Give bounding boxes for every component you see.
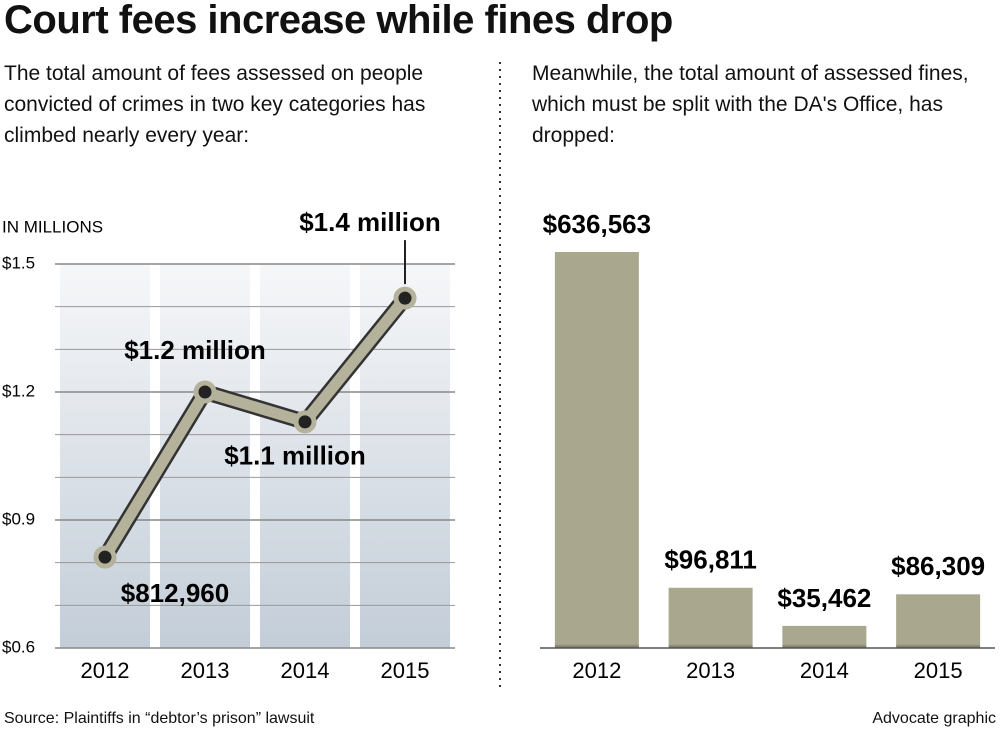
point — [193, 380, 217, 404]
x-tick-label: 2013 — [181, 658, 230, 683]
line — [100, 294, 410, 560]
x-tick-label: 2012 — [572, 658, 621, 683]
column-shade — [60, 264, 150, 648]
y-axis-label: IN MILLIONS — [2, 217, 103, 236]
x-tick-label: 2012 — [81, 658, 130, 683]
value-label: $86,309 — [891, 551, 985, 581]
bar — [554, 252, 639, 648]
bar-shade — [554, 608, 639, 648]
bar-shade — [782, 608, 867, 648]
column-shade — [260, 264, 350, 648]
x-tick-label: 2015 — [381, 658, 430, 683]
credit: Advocate graphic — [872, 710, 996, 727]
value-label: $812,960 — [121, 578, 229, 608]
source: Source: Plaintiffs in “debtor’s prison” … — [4, 710, 315, 727]
y-tick-label: $0.6 — [2, 637, 35, 656]
x-tick-label: 2013 — [686, 658, 735, 683]
y-tick-label: $1.5 — [2, 253, 35, 272]
value-label: $1.4 million — [299, 207, 441, 237]
x-tick-label: 2014 — [800, 658, 849, 683]
value-label: $636,563 — [543, 209, 651, 239]
bar-shade — [668, 608, 753, 648]
y-tick-label: $1.2 — [2, 381, 35, 400]
subtitle: Meanwhile, the total amount of assessed … — [532, 62, 969, 147]
subtitle: The total amount of fees assessed on peo… — [4, 62, 426, 147]
value-label: $1.2 million — [124, 335, 266, 365]
y-tick-label: $0.9 — [2, 509, 35, 528]
point — [293, 410, 317, 434]
value-label: $96,811 — [664, 545, 757, 575]
column-shade — [360, 264, 450, 648]
point — [93, 545, 117, 569]
x-tick-label: 2015 — [914, 658, 963, 683]
headline: Court fees increase while fines drop — [4, 0, 673, 42]
point — [393, 286, 417, 310]
bar-shade — [896, 608, 981, 648]
value-label: $1.1 million — [224, 441, 366, 471]
x-tick-label: 2014 — [281, 658, 330, 683]
value-label: $35,462 — [777, 583, 871, 613]
